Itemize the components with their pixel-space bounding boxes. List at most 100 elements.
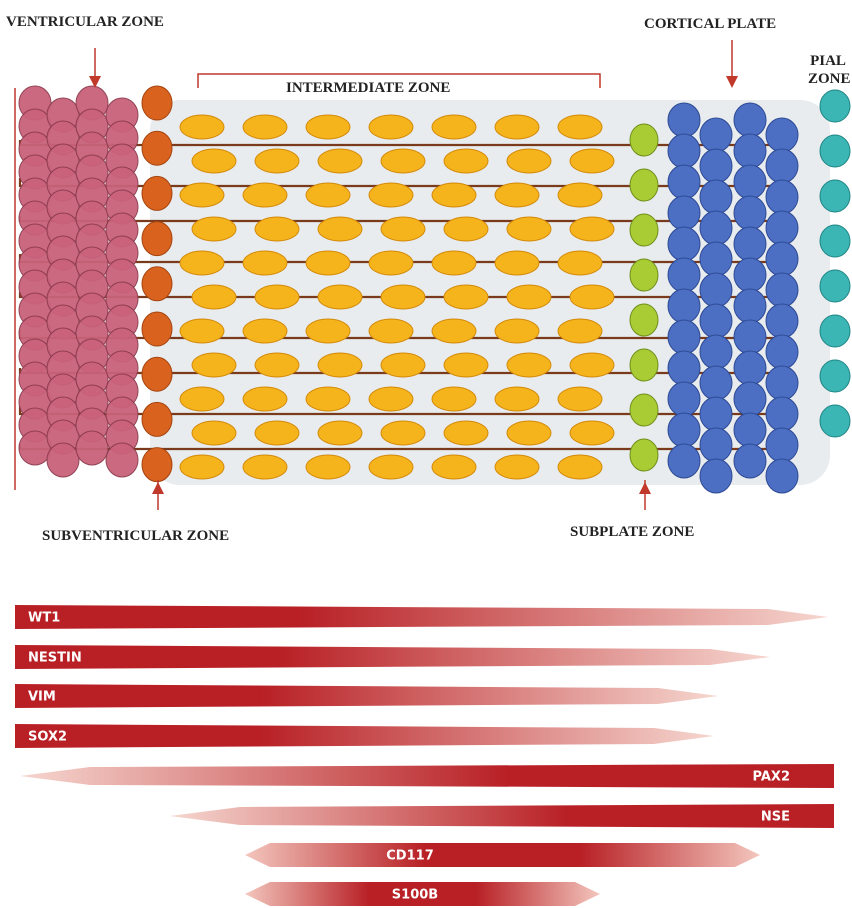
cortical-cell: [765, 365, 799, 401]
cortical-cell: [733, 288, 767, 324]
pial-cell: [819, 179, 851, 213]
cortical-cell: [765, 334, 799, 370]
cortical-cell: [667, 102, 701, 138]
cortical-cell: [699, 303, 733, 339]
intermediate-cell: [443, 352, 489, 378]
subventricular-cell: [141, 85, 173, 121]
intermediate-cell: [368, 250, 414, 276]
zone-label: INTERMEDIATE ZONE: [286, 80, 451, 96]
subplate-cell: [629, 303, 659, 337]
cortical-cell: [699, 427, 733, 463]
cortical-cell: [765, 179, 799, 215]
cortical-cell: [667, 195, 701, 231]
intermediate-cell: [494, 182, 540, 208]
cortical-cell: [667, 381, 701, 417]
intermediate-cell: [305, 182, 351, 208]
cortical-cell: [699, 396, 733, 432]
subplate-cell: [629, 348, 659, 382]
intermediate-cell: [191, 420, 237, 446]
cortical-cell: [667, 412, 701, 448]
intermediate-cell: [242, 454, 288, 480]
cortical-cell: [733, 164, 767, 200]
intermediate-cell: [242, 182, 288, 208]
zone-label: CORTICAL PLATE: [644, 16, 777, 32]
intermediate-cell: [431, 454, 477, 480]
cortical-cell: [765, 148, 799, 184]
marker-bars: WT1 NESTIN VIM SOX2 PAX2 NSE CD117 S100B: [15, 605, 834, 906]
intermediate-cell: [494, 114, 540, 140]
cells: [18, 85, 851, 494]
cortical-cell: [699, 241, 733, 277]
intermediate-cell: [242, 386, 288, 412]
intermediate-cell: [443, 420, 489, 446]
intermediate-cell: [254, 216, 300, 242]
intermediate-cell: [368, 182, 414, 208]
subplate-cell: [629, 213, 659, 247]
cortical-cell: [733, 381, 767, 417]
cortical-cell: [667, 226, 701, 262]
intermediate-cell: [431, 386, 477, 412]
marker-label: PAX2: [753, 770, 790, 785]
intermediate-cell: [380, 352, 426, 378]
intermediate-cell: [191, 148, 237, 174]
zone-label: SUBPLATE ZONE: [570, 524, 695, 540]
cortical-cell: [733, 195, 767, 231]
cortical-cell: [765, 458, 799, 494]
intermediate-cell: [242, 250, 288, 276]
intermediate-cell: [179, 318, 225, 344]
subventricular-cell: [141, 401, 173, 437]
cortical-cell: [733, 133, 767, 169]
intermediate-cell: [305, 318, 351, 344]
intermediate-cell: [179, 386, 225, 412]
intermediate-cell: [506, 420, 552, 446]
pial-cell: [819, 404, 851, 438]
intermediate-cell: [557, 386, 603, 412]
pial-cell: [819, 134, 851, 168]
intermediate-cell: [305, 114, 351, 140]
subplate-cell: [629, 393, 659, 427]
marker-label: NESTIN: [28, 651, 82, 666]
intermediate-cell: [494, 250, 540, 276]
ventricular-cell: [46, 442, 80, 478]
subventricular-cell: [141, 311, 173, 347]
intermediate-cell: [380, 148, 426, 174]
intermediate-cell: [380, 284, 426, 310]
intermediate-cell: [368, 386, 414, 412]
intermediate-cell: [317, 284, 363, 310]
cortical-cell: [765, 117, 799, 153]
zone-label: VENTRICULAR ZONE: [6, 14, 164, 30]
cortical-cell: [733, 226, 767, 262]
intermediate-cell: [317, 352, 363, 378]
subventricular-cell: [141, 356, 173, 392]
intermediate-cell: [569, 284, 615, 310]
intermediate-cell: [317, 420, 363, 446]
intermediate-cell: [506, 148, 552, 174]
intermediate-cell: [494, 386, 540, 412]
intermediate-cell: [431, 318, 477, 344]
cortical-cell: [699, 334, 733, 370]
marker-label: VIM: [28, 690, 56, 705]
subplate-cell: [629, 438, 659, 472]
intermediate-cell: [443, 216, 489, 242]
intermediate-cell: [380, 216, 426, 242]
intermediate-cell: [254, 420, 300, 446]
subventricular-cell: [141, 447, 173, 483]
intermediate-cell: [305, 250, 351, 276]
zone-pointers: [89, 40, 738, 510]
cortical-cell: [733, 257, 767, 293]
marker-bar: [170, 804, 834, 828]
subventricular-cell: [141, 266, 173, 302]
cortical-cell: [733, 319, 767, 355]
intermediate-cell: [254, 148, 300, 174]
cortical-cell: [765, 303, 799, 339]
pial-cell: [819, 359, 851, 393]
cortical-cell: [667, 319, 701, 355]
intermediate-cell: [557, 182, 603, 208]
intermediate-cell: [557, 454, 603, 480]
subventricular-cell: [141, 130, 173, 166]
intermediate-cell: [569, 216, 615, 242]
zone-label: PIAL ZONE: [808, 53, 851, 87]
intermediate-cell: [443, 148, 489, 174]
intermediate-cell: [431, 250, 477, 276]
